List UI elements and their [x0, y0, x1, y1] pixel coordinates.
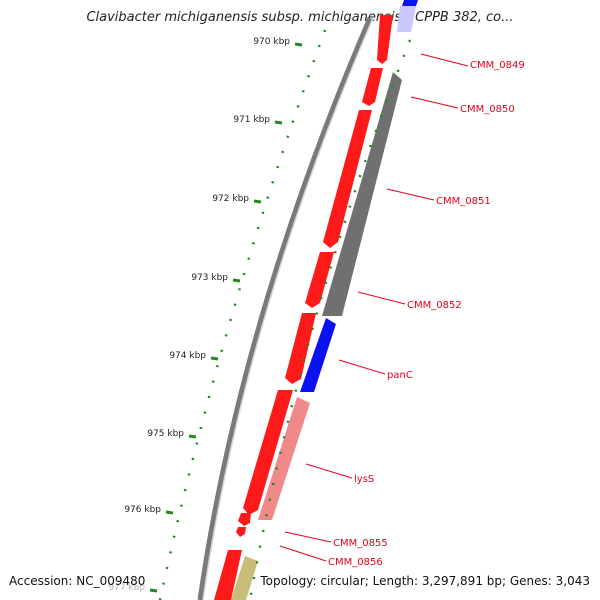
ruler-tick-label: 975 kbp — [147, 429, 184, 439]
gene-cds-forward-5[interactable] — [285, 313, 316, 384]
gene-label[interactable]: lysS — [354, 474, 374, 485]
forward-strand-features — [214, 15, 393, 600]
gene-leader-line — [279, 545, 327, 562]
ruler-dots-inner — [158, 29, 327, 600]
ruler-tick — [294, 42, 303, 47]
gene-label-leaders — [279, 53, 469, 562]
gene-label[interactable]: CMM_0856 — [328, 557, 383, 568]
gene-cds-forward-7[interactable] — [238, 513, 251, 526]
gene-leader-line — [357, 291, 406, 305]
gene-label[interactable]: CMM_0849 — [470, 60, 525, 71]
genome-backbone-highlight — [202, 17, 374, 600]
ruler-tick — [165, 510, 174, 515]
gene-cds-forward-1[interactable] — [377, 15, 393, 64]
gene-label[interactable]: CMM_0850 — [460, 104, 515, 115]
ruler-tick — [232, 278, 241, 283]
gene-leader-line — [284, 531, 332, 543]
ruler-tick — [274, 120, 283, 125]
gene-cds-forward-2[interactable] — [362, 68, 383, 106]
ruler-tick — [188, 434, 197, 439]
accession-text: Accession: NC_009480 — [9, 574, 146, 588]
gene-leader-line — [410, 96, 459, 109]
coordinate-ruler: 970 kbp 971 kbp 972 kbp 973 kbp 974 kbp 975 k… — [108, 29, 412, 600]
ruler-tick-label: 970 kbp — [253, 37, 290, 47]
gene-leader-line — [338, 359, 386, 375]
ruler-tick-label: 976 kbp — [124, 505, 161, 515]
ruler-tick-label: 973 kbp — [191, 273, 228, 283]
gene-label[interactable]: CMM_0852 — [407, 300, 462, 311]
ruler-tick — [210, 356, 219, 361]
gene-label[interactable]: panC — [387, 370, 413, 381]
ruler-tick-label: 972 kbp — [212, 194, 249, 204]
ruler-tick — [253, 199, 262, 204]
gene-cds-reverse-khaki[interactable] — [231, 556, 258, 600]
gene-leader-line — [420, 53, 469, 67]
gene-cds-forward-3[interactable] — [323, 110, 372, 248]
gene-cds-reverse-pink[interactable] — [258, 397, 310, 520]
reverse-strand-features — [231, 0, 418, 600]
gene-cds-reverse-gray[interactable] — [322, 72, 402, 316]
gene-cds-reverse-blue[interactable] — [300, 318, 336, 392]
gene-cds-forward-6[interactable] — [243, 390, 293, 515]
genome-backbone — [197, 17, 373, 600]
gene-leader-line — [386, 188, 435, 201]
gene-cds-reverse-top-light[interactable] — [397, 6, 416, 32]
gene-label[interactable]: CMM_0851 — [436, 196, 491, 207]
gene-cds-forward-4[interactable] — [305, 252, 334, 308]
gene-cds-forward-8[interactable] — [236, 527, 246, 537]
ruler-tick-label: 977 kbp — [108, 583, 145, 593]
ruler-tick-label: 971 kbp — [233, 115, 270, 125]
ruler-tick-label: 974 kbp — [169, 351, 206, 361]
ruler-tick — [149, 588, 158, 593]
gene-leader-line — [305, 463, 353, 479]
gene-label[interactable]: CMM_0855 — [333, 538, 388, 549]
gene-labels: CMM_0849 CMM_0850 CMM_0851 CMM_0852 panC lysS… — [328, 60, 525, 568]
gene-cds-forward-9[interactable] — [214, 550, 242, 600]
topology-text: Topology: circular; Length: 3,297,891 bp… — [260, 574, 590, 588]
gene-cds-reverse-top[interactable] — [402, 0, 418, 6]
